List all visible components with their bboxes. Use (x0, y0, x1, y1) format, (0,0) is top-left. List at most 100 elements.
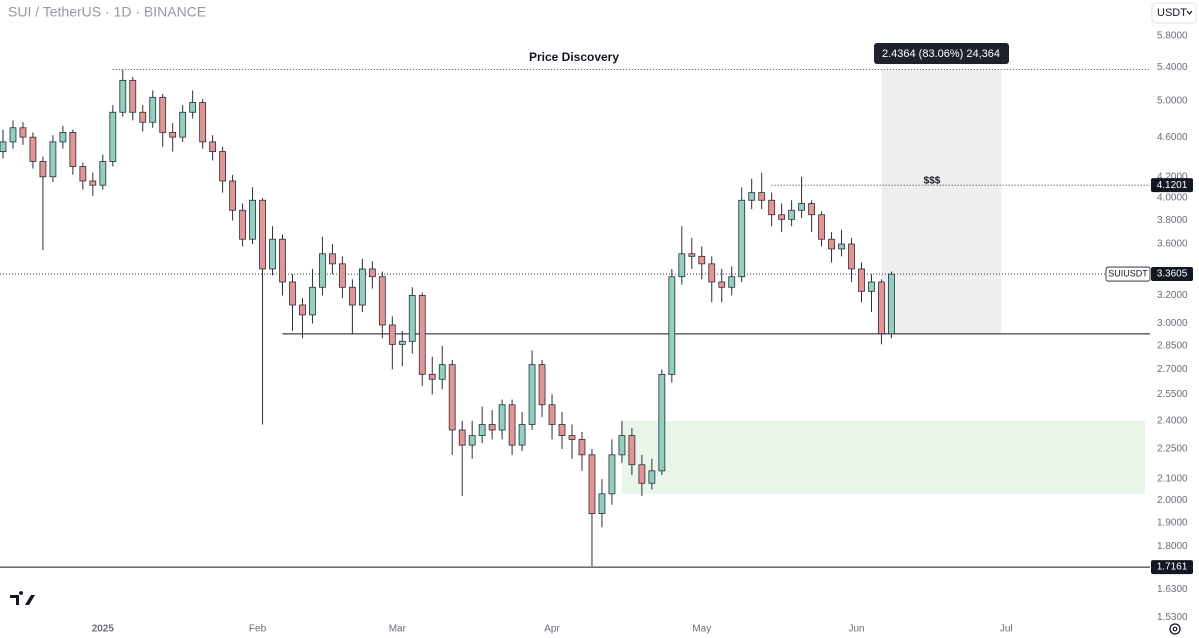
candle-body (189, 102, 197, 113)
candle-body (139, 111, 147, 123)
candle-body (738, 199, 746, 278)
candle-body (508, 404, 516, 446)
candle-body (299, 304, 306, 316)
candle-body (219, 151, 227, 182)
candle-body (199, 102, 207, 143)
y-tick-label: 3.2000 (1157, 290, 1188, 301)
measure-label: 2.4364 (83.06%) 24,364 (882, 48, 1000, 60)
candle-body (418, 294, 426, 375)
y-tick-label: 1.6300 (1157, 584, 1188, 595)
candle-body (458, 429, 466, 446)
dropdown-arrow[interactable] (1186, 10, 1193, 15)
candle-body (828, 238, 835, 250)
candle-body (888, 273, 895, 335)
candle-body (688, 253, 696, 257)
candle-body (728, 276, 736, 288)
candle-body (718, 281, 726, 288)
y-tick-label: 1.5300 (1157, 612, 1188, 623)
candle-body (668, 276, 676, 375)
candle-body (408, 294, 416, 342)
y-tick-label: 2.5500 (1157, 389, 1188, 400)
x-tick-label: Jun (848, 624, 864, 635)
candle-body (89, 180, 97, 186)
candle-body (548, 404, 556, 425)
candle-body (578, 438, 586, 456)
y-tick-label: 2.4000 (1157, 415, 1188, 426)
settings-icon[interactable] (1169, 623, 1181, 635)
zone (621, 420, 1145, 494)
candle-body (0, 141, 7, 152)
candle-body (468, 435, 476, 446)
zone (881, 69, 1002, 334)
candle-body (658, 373, 666, 472)
y-tick-label: 2.2500 (1157, 444, 1188, 455)
y-tick-label: 2.0000 (1157, 495, 1188, 506)
x-tick-label: Apr (544, 624, 560, 635)
candle-body (698, 255, 706, 265)
candle-body (368, 268, 376, 278)
candle-body (319, 253, 326, 288)
candle-body (348, 286, 356, 306)
candle-body (558, 424, 566, 437)
candle-body (768, 199, 776, 216)
candle-body (488, 424, 496, 431)
candle-body (209, 141, 217, 152)
x-tick-label: May (692, 624, 711, 635)
symbol-tag: SUIUSDT (1108, 268, 1148, 278)
candle-body (808, 203, 815, 216)
candle-body (309, 286, 316, 316)
x-tick-label: Feb (249, 624, 267, 635)
symbol-tag-box (1105, 266, 1151, 282)
candle-body (9, 127, 17, 143)
candle-body (588, 454, 596, 515)
currency-button[interactable] (1151, 2, 1197, 24)
candle-body (568, 435, 576, 440)
price-tag: 4.1201 (1157, 180, 1188, 191)
symbol-header: SUI / TetherUS · 1D · BINANCE (8, 4, 206, 20)
y-tick-label: 4.6000 (1157, 132, 1188, 143)
settings-icon-center[interactable] (1172, 626, 1178, 632)
y-tick-label: 3.0000 (1157, 318, 1188, 329)
y-tick-label: 1.9000 (1157, 517, 1188, 528)
candle-body (109, 111, 117, 162)
candle-body (398, 340, 406, 345)
y-tick-label: 2.8500 (1157, 341, 1188, 352)
candle-body (49, 141, 57, 178)
candle-body (289, 281, 296, 306)
candle-body (518, 424, 526, 446)
candle-body (878, 281, 885, 335)
y-tick-label: 2.1000 (1157, 474, 1188, 485)
candle-body (638, 464, 646, 484)
currency-label[interactable]: USDT (1157, 7, 1187, 19)
candle-body (648, 470, 656, 484)
candle-body (119, 79, 127, 113)
candle-body (428, 373, 436, 380)
y-tick-label: 5.8000 (1157, 31, 1188, 42)
x-tick-label: Jul (1000, 624, 1013, 635)
candle-body (358, 268, 366, 306)
candle-body (758, 192, 766, 201)
target-annotation: $$$ (924, 176, 941, 187)
candle-body (478, 424, 486, 437)
measure-box (874, 43, 1009, 64)
y-tick-label: 2.7000 (1157, 364, 1188, 375)
candle-body (229, 180, 236, 211)
price-lines (0, 69, 1150, 568)
candle-body (249, 199, 256, 240)
candle-body (858, 268, 865, 292)
candle-body (39, 161, 47, 178)
candle-body (329, 253, 336, 265)
zones (621, 69, 1145, 494)
price-tag: 3.3605 (1157, 269, 1188, 280)
price-tag: 1.7161 (1157, 562, 1188, 573)
candle-body (618, 435, 626, 456)
candle-body (259, 199, 266, 270)
candle-body (159, 96, 167, 133)
y-tick-label: 5.0000 (1157, 95, 1188, 106)
candle-body (79, 166, 87, 182)
axes: 5.8000 5.4000 5.0000 4.6000 4.2000 4.0000 3.80… (92, 31, 1193, 635)
candle-body (388, 324, 396, 345)
chart-title: Price Discovery (529, 50, 619, 64)
candle-body (498, 404, 506, 431)
